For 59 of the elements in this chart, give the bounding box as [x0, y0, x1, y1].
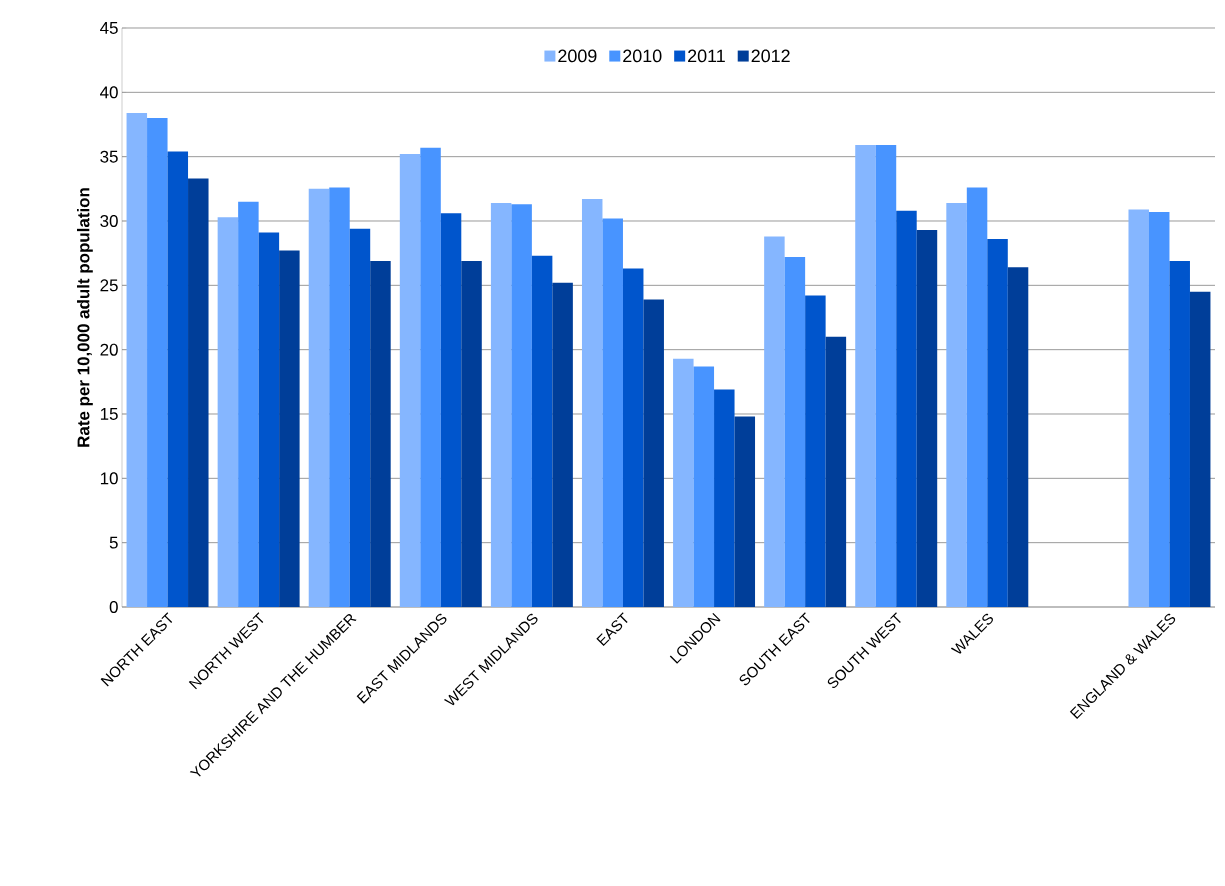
- bar: [602, 218, 623, 607]
- bar: [855, 145, 876, 607]
- bar: [399, 154, 421, 607]
- y-tick-label: 5: [109, 536, 118, 549]
- bar: [784, 257, 806, 607]
- y-tick-label: 20: [100, 343, 118, 356]
- bar: [1128, 209, 1149, 607]
- y-tick-label: 10: [100, 472, 118, 485]
- bar: [167, 151, 189, 607]
- bar: [916, 230, 938, 607]
- legend-label: 2011: [688, 49, 725, 63]
- bar: [490, 202, 512, 607]
- bar: [552, 282, 573, 607]
- bar: [987, 239, 1008, 607]
- y-tick-label: 0: [109, 601, 118, 613]
- bar: [1007, 267, 1029, 607]
- bar: [279, 250, 300, 607]
- bar: [764, 236, 785, 607]
- bar: [1169, 260, 1190, 607]
- y-tick-label: 35: [100, 150, 118, 163]
- legend-label: 2012: [751, 49, 790, 63]
- bar: [714, 389, 735, 607]
- bar: [622, 268, 644, 607]
- bar: [693, 366, 715, 607]
- bar: [217, 217, 239, 607]
- bar: [258, 232, 280, 607]
- y-axis-title: Rate per 10,000 adult population: [77, 188, 93, 447]
- y-tick-label: 15: [100, 408, 118, 420]
- legend-label: 2010: [623, 49, 662, 63]
- bar: [825, 336, 847, 607]
- bar: [126, 112, 148, 607]
- bar: [734, 416, 756, 607]
- y-tick-label: 40: [100, 86, 118, 99]
- bar: [896, 210, 917, 607]
- bar: [188, 178, 209, 607]
- bar: [643, 299, 664, 607]
- bar: [966, 187, 988, 607]
- bar: [946, 202, 967, 607]
- bar: [1189, 291, 1211, 607]
- bar: [147, 118, 168, 607]
- bar: [329, 187, 350, 607]
- bar: [349, 228, 371, 607]
- bar: [461, 260, 482, 607]
- bar: [805, 295, 826, 607]
- bar: [420, 147, 441, 607]
- y-tick-label: 30: [100, 215, 118, 227]
- bar: [308, 188, 330, 607]
- bar: [370, 260, 391, 607]
- bar: [875, 145, 897, 607]
- y-tick-label: 25: [100, 279, 118, 292]
- bar: [511, 204, 532, 607]
- bar: [440, 213, 462, 607]
- y-tick-label: 45: [100, 22, 118, 34]
- bar: [673, 358, 694, 607]
- legend-label: 2009: [558, 49, 597, 63]
- bar: [581, 199, 603, 607]
- bar: [1148, 211, 1170, 607]
- bar: [531, 255, 553, 607]
- bar: [238, 201, 259, 607]
